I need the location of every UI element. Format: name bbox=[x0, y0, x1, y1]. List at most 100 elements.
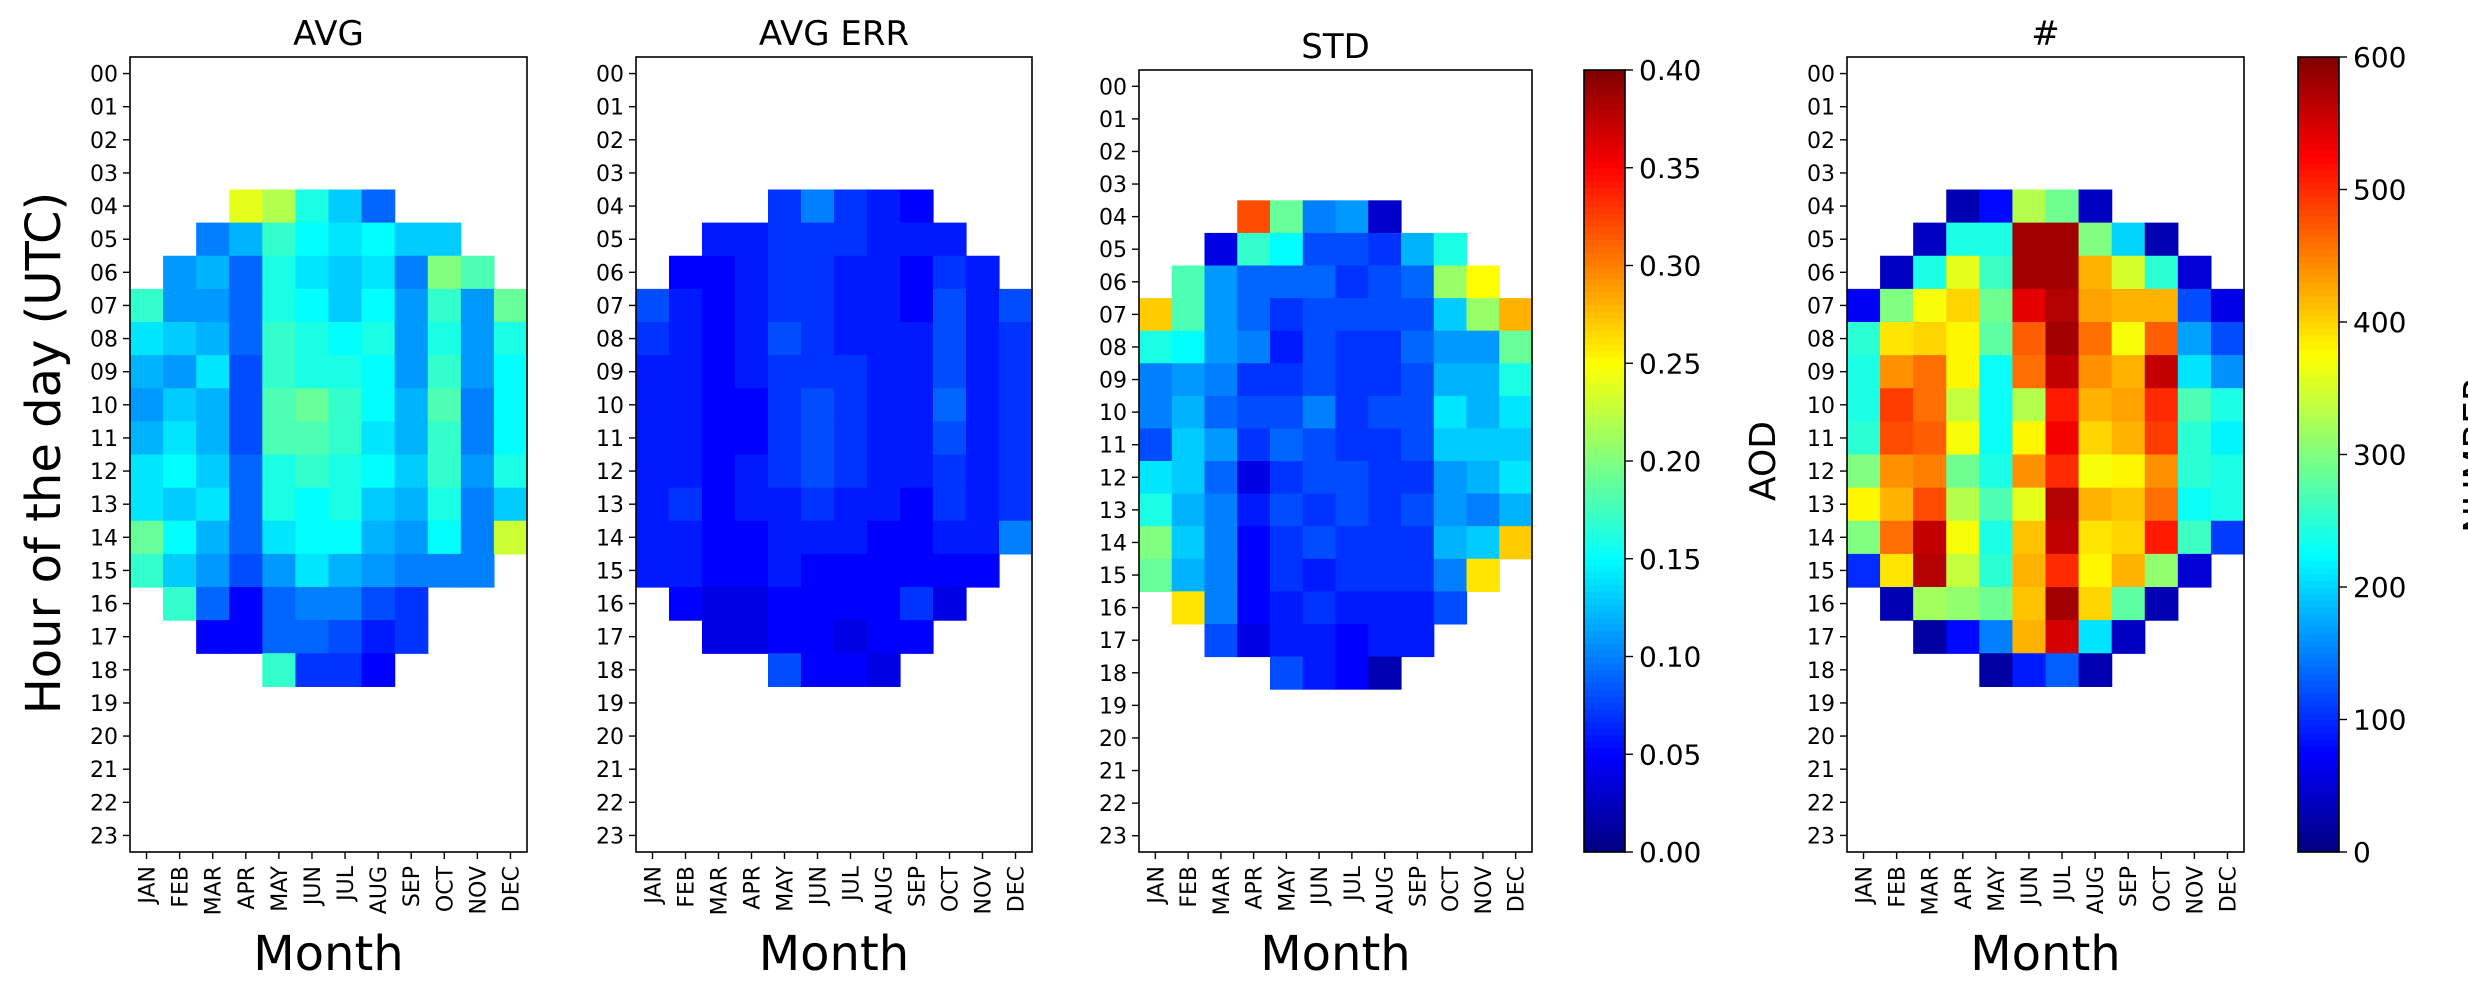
heatmap-cell bbox=[328, 454, 363, 489]
heatmap-cell bbox=[394, 487, 429, 522]
y-tick-label: 07 bbox=[596, 294, 624, 319]
y-tick-label: 12 bbox=[90, 460, 118, 485]
heatmap-cell bbox=[867, 255, 901, 290]
colorbar-segment bbox=[1584, 519, 1625, 527]
heatmap-cell bbox=[1913, 620, 1947, 654]
heatmap-cell bbox=[867, 620, 901, 654]
colorbar-segment bbox=[1584, 754, 1625, 762]
heatmap-cell bbox=[1368, 200, 1402, 234]
colorbar-segment bbox=[1584, 200, 1625, 208]
heatmap-cell bbox=[966, 487, 1000, 522]
heatmap-cell bbox=[2045, 520, 2080, 555]
colorbar-tick-label: 0.35 bbox=[1639, 152, 1701, 185]
colorbar-tick-label: 400 bbox=[2353, 306, 2406, 339]
colorbar-segment bbox=[1584, 649, 1625, 658]
y-tick-label: 03 bbox=[596, 162, 624, 187]
heatmap-cell bbox=[2012, 222, 2047, 257]
heatmap-cell bbox=[900, 587, 934, 621]
colorbar-segment bbox=[2298, 580, 2339, 588]
heatmap-cell bbox=[361, 255, 396, 290]
heatmap-cell bbox=[867, 388, 901, 422]
heatmap-cell bbox=[1979, 487, 2014, 522]
heatmap-cell bbox=[1499, 395, 1533, 430]
heatmap-cell bbox=[999, 322, 1033, 356]
x-tick-label: AUG bbox=[873, 866, 898, 914]
heatmap-cell bbox=[735, 553, 769, 588]
colorbar-segment bbox=[2298, 282, 2339, 290]
heatmap-cell bbox=[1368, 232, 1402, 267]
heatmap-cell bbox=[735, 255, 769, 290]
x-tick-label: JUN bbox=[2018, 866, 2043, 907]
y-tick-label: 16 bbox=[1807, 593, 1835, 618]
heatmap-cell bbox=[2144, 355, 2179, 389]
heatmap-cell bbox=[1139, 461, 1173, 495]
heatmap-cell bbox=[1204, 330, 1238, 364]
heatmap-cell bbox=[1847, 454, 1881, 489]
heatmap-cell bbox=[1171, 526, 1206, 560]
colorbar-segment bbox=[1584, 721, 1625, 729]
heatmap-cell bbox=[361, 587, 396, 621]
heatmap-cell bbox=[1979, 355, 2014, 389]
heatmap-cell bbox=[328, 388, 363, 422]
y-tick-label: 14 bbox=[596, 526, 624, 551]
heatmap-cell bbox=[636, 288, 670, 323]
y-tick-label: 19 bbox=[90, 692, 118, 717]
colorbar-segment bbox=[2298, 805, 2339, 813]
heatmap-cell bbox=[867, 355, 901, 389]
y-tick-label: 01 bbox=[596, 96, 624, 121]
heatmap-cell bbox=[1335, 232, 1369, 267]
heatmap-cell bbox=[1433, 298, 1468, 332]
y-tick-label: 08 bbox=[90, 328, 118, 353]
heatmap-cell bbox=[361, 553, 396, 588]
heatmap-cell bbox=[394, 587, 429, 621]
heatmap-cell bbox=[361, 388, 396, 422]
heatmap-cell bbox=[493, 454, 528, 489]
heatmap-cell bbox=[1880, 421, 1914, 456]
colorbar-segment bbox=[1584, 702, 1625, 710]
heatmap-cell bbox=[1946, 388, 1980, 422]
y-tick-label: 23 bbox=[90, 824, 118, 849]
heatmap-cell bbox=[163, 520, 197, 555]
heatmap-cells bbox=[130, 189, 528, 687]
heatmap-cell bbox=[1880, 388, 1914, 422]
heatmap-cell bbox=[2045, 487, 2080, 522]
heatmap-cell bbox=[1302, 232, 1337, 267]
heatmap-cell bbox=[1979, 587, 2014, 621]
heatmap-cell bbox=[669, 288, 703, 323]
heatmap-cell bbox=[361, 322, 396, 356]
heatmap-cell bbox=[460, 288, 495, 323]
heatmap-cell bbox=[1847, 553, 1881, 588]
heatmap-cell bbox=[1270, 363, 1304, 397]
heatmap-cell bbox=[669, 322, 703, 356]
heatmap-cell bbox=[801, 553, 835, 588]
colorbar-segment bbox=[2298, 560, 2339, 568]
colorbar-tick-label: 0.20 bbox=[1639, 445, 1701, 478]
heatmap-cell bbox=[2144, 388, 2179, 422]
y-tick-label: 08 bbox=[1807, 328, 1835, 353]
heatmap-cell bbox=[262, 288, 297, 323]
heatmap-cell bbox=[966, 454, 1000, 489]
heatmap-cell bbox=[427, 322, 462, 356]
heatmap-cell bbox=[1979, 653, 2014, 687]
heatmap-cell bbox=[1913, 222, 1947, 257]
colorbar-segment bbox=[2298, 63, 2339, 71]
heatmap-cell bbox=[229, 421, 263, 456]
heatmap-cell bbox=[1302, 395, 1337, 430]
heatmap-cell bbox=[1913, 355, 1947, 389]
heatmap-cell bbox=[1847, 388, 1881, 422]
colorbar-segment bbox=[1584, 493, 1625, 501]
colorbar-segment bbox=[2298, 553, 2339, 562]
heatmap-cell bbox=[295, 421, 330, 456]
heatmap-cell bbox=[1237, 265, 1271, 299]
colorbar-segment bbox=[1584, 421, 1625, 430]
figure-y-axis-label: Hour of the day (UTC) bbox=[16, 192, 72, 715]
heatmap-cell bbox=[2144, 222, 2179, 257]
y-tick-label: 05 bbox=[90, 228, 118, 253]
heatmap-cell bbox=[1401, 526, 1435, 560]
heatmap-cell bbox=[735, 222, 769, 257]
colorbar-segment bbox=[2298, 110, 2339, 118]
heatmap-cells bbox=[1139, 200, 1533, 690]
heatmap-cell bbox=[900, 388, 934, 422]
heatmap-cell bbox=[1237, 623, 1271, 658]
heatmap-cell bbox=[163, 322, 197, 356]
